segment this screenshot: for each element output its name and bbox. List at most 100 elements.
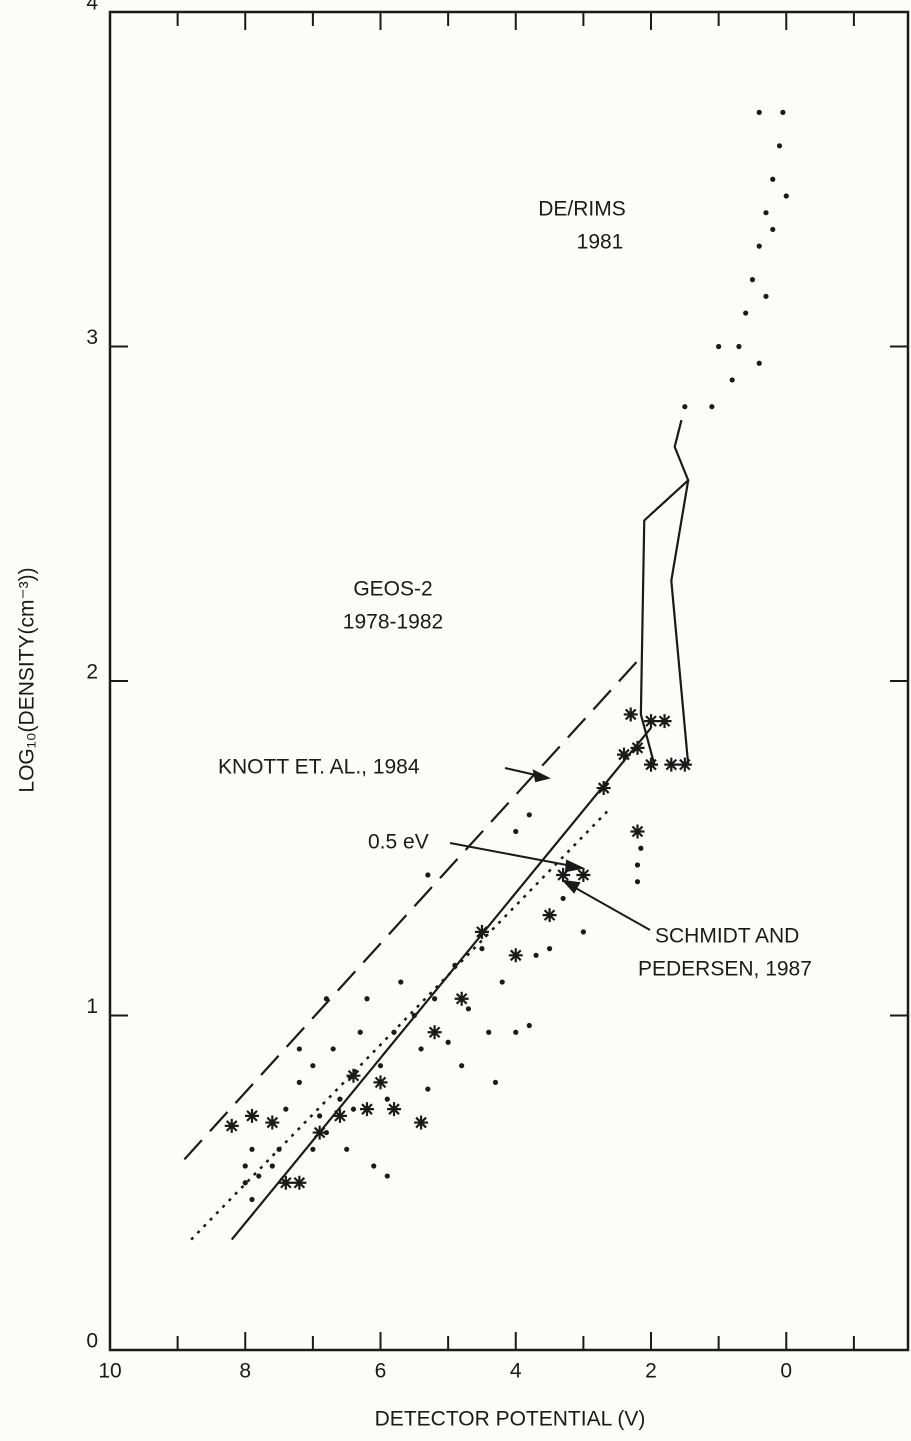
dot-point bbox=[344, 1146, 350, 1152]
asterisk-point bbox=[474, 924, 489, 939]
series-line bbox=[230, 727, 652, 1241]
x-axis-label: DETECTOR POTENTIAL (V) bbox=[375, 1408, 646, 1431]
dot-point bbox=[499, 979, 505, 985]
asterisk-point bbox=[454, 991, 469, 1006]
asterisk-point bbox=[265, 1115, 280, 1130]
dot-point bbox=[425, 872, 431, 878]
dot-point bbox=[256, 1173, 262, 1179]
dot-point bbox=[242, 1163, 248, 1169]
asterisk-point bbox=[556, 868, 571, 883]
arrow-head bbox=[564, 859, 586, 873]
dot-point bbox=[756, 243, 762, 249]
dot-point bbox=[638, 845, 644, 851]
asterisk-point bbox=[596, 781, 611, 796]
dot-point bbox=[283, 1106, 289, 1112]
y-axis-label: LOG₁₀(DENSITY(cm⁻³)) bbox=[16, 567, 39, 792]
dot-point bbox=[357, 1029, 363, 1035]
x-tick-label: 4 bbox=[510, 1360, 522, 1383]
dot-point bbox=[709, 404, 715, 410]
asterisk-point bbox=[644, 714, 659, 729]
dot-point bbox=[371, 1163, 377, 1169]
dot-point bbox=[526, 812, 532, 818]
dot-point bbox=[249, 1146, 255, 1152]
dot-point bbox=[276, 1146, 282, 1152]
asterisk-point bbox=[630, 740, 645, 755]
asterisk-point bbox=[292, 1175, 307, 1190]
dot-point bbox=[330, 1046, 336, 1052]
annotation: 0.5 eV bbox=[368, 831, 429, 854]
dot-point bbox=[425, 1086, 431, 1092]
dot-point bbox=[323, 996, 330, 1002]
asterisk-point bbox=[387, 1102, 402, 1117]
arrow bbox=[449, 842, 573, 867]
dot-point bbox=[776, 143, 783, 149]
plot-frame bbox=[108, 10, 910, 1352]
dot-point bbox=[384, 1173, 390, 1179]
annotation: GEOS-2 bbox=[353, 578, 432, 601]
dot-point bbox=[317, 1113, 323, 1119]
asterisk-point bbox=[332, 1108, 347, 1123]
asterisk-point bbox=[616, 747, 631, 762]
dot-point bbox=[459, 1063, 465, 1069]
dot-point bbox=[296, 1046, 302, 1052]
asterisk-point bbox=[373, 1075, 388, 1090]
dot-point bbox=[763, 210, 769, 216]
dot-point bbox=[634, 879, 641, 885]
dot-point bbox=[432, 996, 438, 1002]
dot-point bbox=[411, 1012, 417, 1019]
asterisk-point bbox=[414, 1115, 429, 1130]
dot-point bbox=[533, 952, 539, 958]
asterisk-point bbox=[664, 757, 679, 772]
arrow-head bbox=[532, 769, 551, 783]
dot-point bbox=[337, 1096, 343, 1102]
dot-point bbox=[398, 979, 404, 985]
dot-point bbox=[364, 996, 370, 1002]
series-line bbox=[190, 807, 612, 1241]
dot-point bbox=[445, 1039, 451, 1045]
annotations: DE/RIMS 1981 GEOS-2 1978-1982 KNOTT ET. … bbox=[218, 198, 812, 981]
asterisk-point bbox=[542, 908, 557, 923]
asterisk-point bbox=[224, 1118, 239, 1133]
dot-point bbox=[296, 1079, 302, 1085]
asterisk-point bbox=[359, 1102, 374, 1117]
asterisk-point bbox=[576, 868, 591, 883]
dot-point bbox=[452, 962, 458, 968]
dot-point bbox=[682, 404, 688, 410]
dot-point bbox=[743, 310, 749, 316]
arrow-head bbox=[561, 879, 581, 894]
asterisk-point bbox=[508, 948, 523, 963]
dot-point bbox=[513, 1029, 519, 1035]
dot-point bbox=[486, 1029, 492, 1035]
annotation: 1981 bbox=[577, 231, 624, 254]
dot-point bbox=[780, 109, 786, 115]
arrows bbox=[449, 767, 651, 931]
dot-point bbox=[729, 377, 735, 383]
asterisk-point bbox=[278, 1175, 293, 1190]
dot-point bbox=[384, 1096, 390, 1102]
series-line bbox=[183, 660, 639, 1161]
dot-point bbox=[560, 895, 566, 902]
dot-point bbox=[783, 193, 789, 199]
dot-point bbox=[391, 1029, 397, 1035]
dot-point bbox=[249, 1196, 255, 1203]
series-line bbox=[639, 419, 690, 765]
dot-point bbox=[770, 226, 776, 233]
y-tick-label: 3 bbox=[86, 326, 98, 349]
asterisk-point bbox=[346, 1068, 361, 1083]
annotation: DE/RIMS bbox=[538, 198, 626, 221]
dot-point bbox=[242, 1180, 248, 1186]
asterisk-point bbox=[245, 1108, 260, 1123]
asterisk-point bbox=[630, 824, 645, 839]
series-line bbox=[670, 480, 690, 765]
dot-point bbox=[763, 293, 769, 299]
dot-point bbox=[492, 1079, 499, 1085]
dot-point bbox=[749, 277, 756, 283]
annotation: 1978-1982 bbox=[343, 611, 443, 634]
y-tick-label: 2 bbox=[86, 661, 98, 684]
arrow bbox=[571, 885, 651, 931]
x-tick-label: 8 bbox=[239, 1360, 251, 1383]
annotation: SCHMIDT AND bbox=[655, 925, 799, 948]
x-tick-label: 2 bbox=[645, 1360, 657, 1383]
asterisk-point bbox=[427, 1025, 442, 1040]
